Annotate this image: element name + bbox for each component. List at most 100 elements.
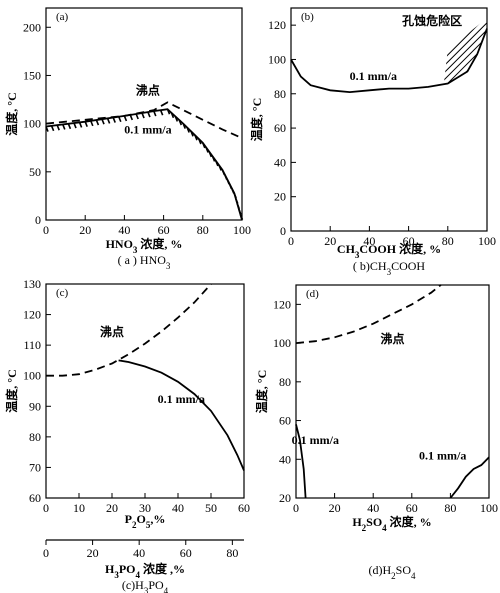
y-tick-label: 120 — [23, 308, 41, 322]
x-label-part: O — [137, 512, 146, 526]
hatch-tick — [84, 121, 88, 128]
hatch-tick — [198, 138, 202, 145]
x-label-part: 浓度, % — [387, 514, 432, 529]
hatch-tick — [178, 119, 183, 126]
x-axis-label-c: P2O5,% — [125, 512, 166, 530]
caption-sub: 4 — [411, 571, 416, 581]
caption-a: ( a ) HNO3 — [118, 253, 171, 271]
panel-b: 0 20 40 60 80 100 120 0 20 40 60 80 100 (b) 温度, °C 孔蚀危险… — [249, 7, 496, 248]
x-tick-label: 40 — [172, 501, 184, 515]
hatch-tick — [73, 122, 77, 129]
panel-label: (a) — [56, 11, 69, 23]
x2-tick-label: 20 — [87, 546, 99, 560]
x-tick-label: 60 — [406, 501, 418, 515]
caption-sub: 2 — [391, 571, 396, 581]
x-tick-label: 50 — [205, 501, 217, 515]
annotation: 孔蚀危险区 — [402, 13, 462, 28]
y-axis-label: 温度, °C — [254, 370, 269, 413]
x-tick-label: 0 — [288, 234, 294, 248]
caption-sub: 3 — [387, 267, 392, 277]
plot-frame — [45, 7, 243, 221]
series-line — [45, 101, 243, 139]
y-tick-label: 60 — [29, 491, 41, 505]
x-label-part: ,% — [150, 512, 165, 526]
hatch-tick — [194, 134, 198, 141]
series-line — [46, 283, 212, 377]
hatch-tick — [141, 112, 145, 119]
x-label-sub: 5 — [146, 520, 151, 530]
y-tick-label: 120 — [268, 18, 286, 32]
y-tick-label: 50 — [29, 165, 41, 179]
panel-label: (b) — [301, 11, 314, 23]
x-axis-label-a: HNO3 浓度, % — [106, 236, 183, 255]
x-tick-label: 20 — [329, 501, 341, 515]
y-tick-label: 20 — [279, 491, 291, 505]
caption-sub: 3 — [166, 261, 171, 271]
hatch-tick — [166, 108, 171, 115]
caption-part: (c)H — [122, 578, 144, 592]
x-tick-label: 20 — [79, 223, 91, 237]
x-label-sub: 2 — [132, 520, 137, 530]
y-tick-label: 80 — [279, 375, 291, 389]
hatch-tick — [78, 122, 83, 128]
y-tick-label: 20 — [274, 190, 286, 204]
x-tick-label: 80 — [197, 223, 209, 237]
series-line — [449, 456, 490, 499]
caption-part: PO — [148, 578, 164, 592]
hatch-tick — [205, 147, 209, 153]
hatch-tick — [233, 192, 237, 199]
x-tick-label: 20 — [324, 234, 336, 248]
hatch-tick — [239, 214, 244, 220]
hatch-tick — [218, 165, 222, 171]
y-tick-label: 130 — [23, 277, 41, 291]
hatch-tick — [224, 174, 228, 180]
series-line — [118, 359, 245, 471]
x2-label-part: 浓度 ,% — [140, 561, 185, 576]
x-tick-label: 40 — [118, 223, 130, 237]
y-tick-label: 0 — [35, 213, 41, 227]
y-axis-label: 温度, °C — [4, 92, 19, 135]
x-tick-label: 0 — [43, 223, 49, 237]
hatch-tick — [129, 114, 134, 121]
caption-sub: 4 — [164, 586, 169, 593]
annotation: 沸点 — [100, 324, 124, 339]
x2-tick-label: 40 — [133, 546, 145, 560]
x-axis-label-b: CH3COOH 浓度, % — [337, 241, 441, 260]
hatch-tick — [186, 127, 190, 133]
caption-sub: 3 — [144, 586, 149, 593]
y-tick-label: 40 — [279, 452, 291, 466]
y-tick-label: 100 — [273, 336, 291, 350]
hatch-tick — [56, 124, 60, 131]
hatch-tick — [123, 115, 128, 122]
caption-part: SO — [396, 563, 412, 577]
hatch-tick — [90, 120, 94, 127]
x-tick-label: 80 — [442, 234, 454, 248]
hatch-tick — [153, 110, 157, 117]
hatch-tick — [101, 118, 105, 125]
hatch-tick — [112, 117, 116, 123]
annotation: 0.1 mm/a — [350, 69, 397, 83]
y-tick-label: 150 — [23, 68, 41, 82]
hatch-tick — [45, 126, 49, 132]
x-label-part: H — [352, 515, 362, 529]
x-label-sub: 4 — [382, 523, 387, 533]
x-tick-label: 0 — [43, 501, 49, 515]
y-tick-label: 200 — [23, 20, 41, 34]
x2-label-sub: 4 — [136, 570, 141, 580]
panel-label: (d) — [306, 288, 319, 300]
plot-frame — [295, 284, 490, 499]
hatch-tick — [215, 160, 219, 167]
hatch-tick — [234, 198, 239, 204]
x-label-part: COOH 浓度, % — [359, 241, 441, 256]
hatch-tick — [106, 118, 111, 124]
x-axis-label-d: H2SO4 浓度, % — [352, 514, 431, 533]
panel-a: 0 50 100 150 200 0 20 40 60 80 100 (a) 温度, °C 沸点 0.1 m… — [4, 7, 251, 237]
x-tick-label: 20 — [106, 501, 118, 515]
hatch-tick — [95, 119, 100, 126]
hatch-tick — [135, 113, 139, 120]
y-tick-label: 120 — [273, 297, 291, 311]
annotation: 0.1 mm/a — [158, 392, 205, 406]
y-tick-label: 100 — [23, 117, 41, 131]
